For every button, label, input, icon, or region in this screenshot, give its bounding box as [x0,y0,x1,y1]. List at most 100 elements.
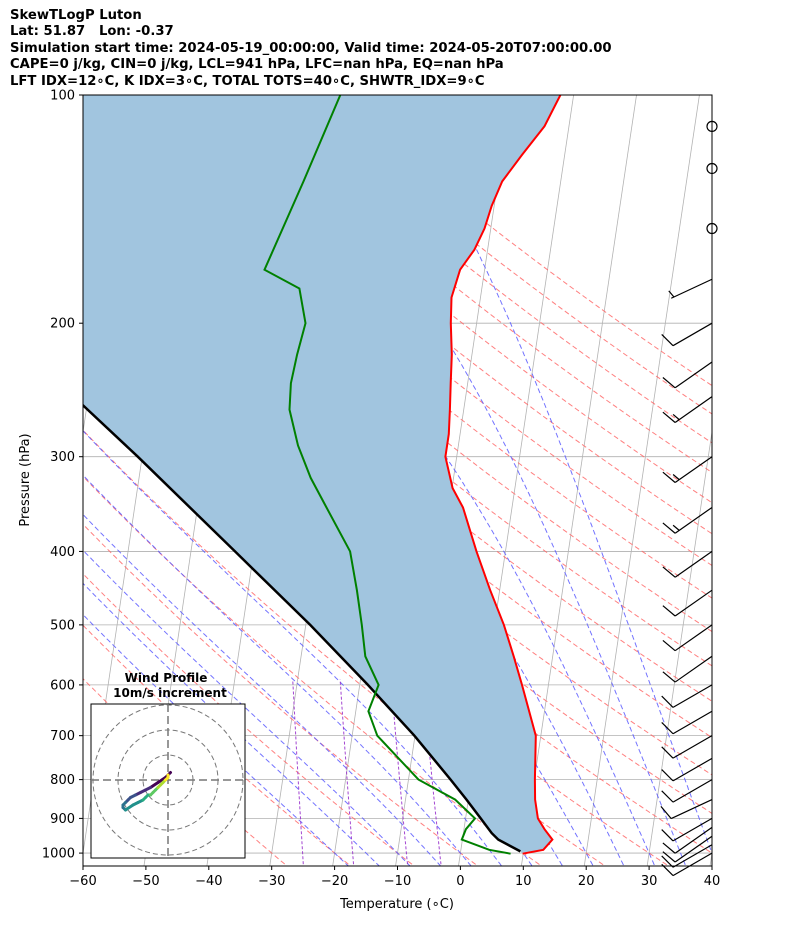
isotherm-line [583,95,700,866]
wind-barb-calm [706,222,718,235]
wind-barb-flag [661,855,674,868]
wind-barb [662,506,713,534]
wind-barb-flag [661,829,674,842]
wind-barb-flag [662,842,676,854]
wind-barb [661,844,713,868]
wind-barb [660,799,713,820]
wind-barb-shaft [672,844,713,868]
hodograph-title: Wind Profile [125,671,208,685]
wind-barb-flag [662,566,676,578]
wind-barb [662,456,713,484]
x-tick-label: −20 [321,874,348,889]
wind-barb-shaft [674,589,713,617]
title-line-station: SkewTLogP Luton [10,8,142,23]
wind-barb [662,826,713,854]
wind-barb-flag [660,805,672,819]
cape-cin-fill-area [83,95,561,854]
wind-barb-flag [662,851,676,863]
y-tick-label: 600 [50,678,75,693]
wind-barb-calm [706,162,718,175]
wind-barb-flag [661,769,674,782]
wind-barb [661,757,713,782]
dry-adiabat-line [265,95,712,444]
x-tick-label: −30 [258,874,285,889]
wind-barb-calm [706,120,718,132]
wind-barb-half-flag [668,290,675,298]
x-tick-label: −40 [195,874,222,889]
wind-barb [661,852,713,877]
moist-adiabat-line [83,474,472,866]
hodograph-trace-segment [149,781,160,789]
y-tick-label: 900 [50,812,75,827]
wind-barb-shaft [674,835,713,863]
wind-barb-flag [662,411,676,423]
wind-barb [662,396,713,423]
isotherm-line [709,850,712,866]
wind-barb [662,361,713,389]
wind-barb-half-flag [672,414,680,421]
wind-barb-shaft [672,684,713,708]
dry-adiabat-line [168,95,712,535]
wind-barb [662,835,713,863]
chart-title: SkewTLogP Luton Lat: 51.87 Lon: -0.37 Si… [10,8,612,90]
wind-barb [662,624,713,652]
isotherm-line [0,78,10,869]
moist-adiabat-line [83,430,503,866]
wind-barb [661,322,713,347]
wind-barb-shaft [672,817,713,842]
isotherm-line [646,429,712,866]
x-tick-label: 10 [515,874,532,889]
wind-barb [668,278,713,299]
moist-adiabat-line [83,613,350,866]
wind-barb-flag [662,671,676,683]
wind-barb-flag [661,333,674,347]
wind-barb-flag [661,695,674,708]
moist-adiabat-line [83,549,411,866]
wind-barb-shaft [672,852,713,877]
temperature-profile-line [444,95,562,855]
y-tick-label: 200 [50,317,75,332]
isotherm-line [0,78,73,869]
y-tick-label: 400 [50,545,75,560]
wind-barb-shaft [674,655,713,683]
moist-adiabat-line [83,513,442,866]
isotherm-line [773,78,794,869]
dry-adiabat-line [233,95,712,474]
wind-barb [661,710,713,735]
wind-barb [662,655,713,683]
wind-barb-shaft [670,278,713,299]
wind-barb-flag [661,863,674,877]
y-tick-label: 800 [50,773,75,788]
wind-barb-flag [662,639,676,652]
wind-barb-flag [661,790,674,803]
y-axis-label: Pressure (hPa) [18,433,33,526]
x-tick-label: 40 [704,874,721,889]
hodograph-trace-segment [156,776,167,784]
wind-barb-shaft [672,735,713,759]
dry-adiabat-line [83,384,670,866]
wind-barb-shaft [672,779,713,803]
mixing-ratio-line [390,679,409,866]
hodograph-subtitle: 10m/s increment [113,686,227,700]
dry-adiabat-line [135,95,712,567]
wind-barb [661,684,713,708]
title-line-location: Lat: 51.87 Lon: -0.37 [10,24,174,40]
wind-barb-shaft [674,550,713,578]
y-tick-label: 100 [50,89,75,104]
wind-barb-shaft [670,799,713,820]
dry-adiabat-line [83,523,479,866]
wind-barb [662,589,713,617]
dewpoint-profile-line [263,95,511,855]
wind-barb-shaft [674,456,713,484]
moist-adiabat-line [387,95,712,855]
wind-barb-flag [662,605,676,617]
wind-barb-half-flag [672,474,680,481]
wind-barb-shaft [672,322,713,347]
wind-barb-shaft [674,506,713,534]
wind-barb-shaft [674,396,713,423]
wind-barb-shaft [674,624,713,652]
y-tick-label: 500 [50,618,75,633]
x-tick-label: 20 [578,874,595,889]
moist-adiabat-line [83,582,381,866]
x-tick-label: −60 [69,874,96,889]
